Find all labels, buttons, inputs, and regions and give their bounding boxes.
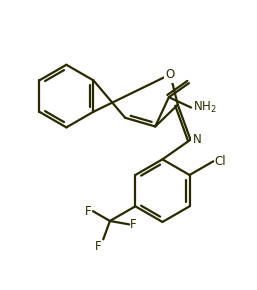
Text: F: F [130,218,137,231]
Text: O: O [166,68,175,81]
Text: F: F [95,240,101,253]
Text: Cl: Cl [214,155,226,168]
Text: F: F [84,205,91,218]
Text: N: N [192,133,201,146]
Text: NH$_2$: NH$_2$ [193,100,217,115]
